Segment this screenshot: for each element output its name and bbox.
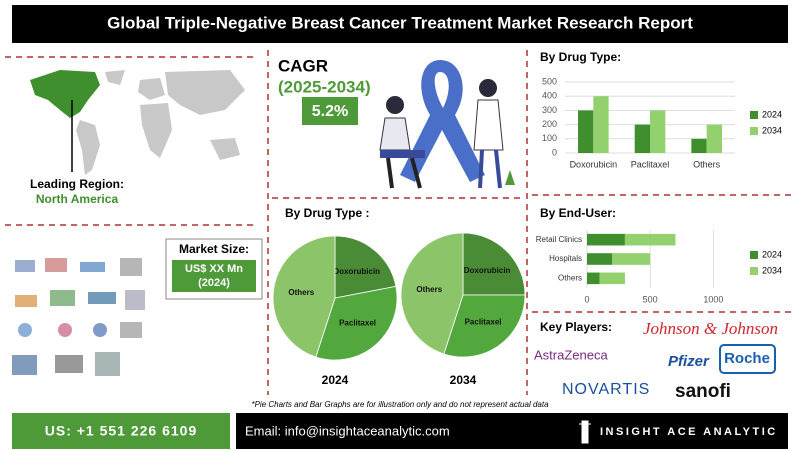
- cagr-value: 5.2%: [312, 103, 348, 120]
- bar: [624, 233, 676, 246]
- bar: [612, 253, 651, 265]
- x-tick-label: 500: [643, 294, 658, 304]
- y-tick-label: Others: [558, 273, 582, 282]
- x-tick-label: Doxorubicin: [570, 159, 618, 169]
- legend-swatch: [750, 267, 758, 275]
- y-tick-label: Hospitals: [549, 254, 582, 263]
- chart-title: By End-User:: [540, 206, 616, 220]
- header-bar: [12, 5, 788, 43]
- footer-phone-box: [12, 413, 230, 449]
- x-tick-label: Paclitaxel: [631, 159, 670, 169]
- header-title: Global Triple-Negative Breast Cancer Tre…: [107, 13, 693, 32]
- y-tick-label: 500: [542, 76, 557, 86]
- company-logo: Pfizer: [668, 353, 710, 370]
- legend-swatch: [750, 111, 758, 119]
- cagr-label: CAGR: [278, 56, 328, 75]
- bar: [599, 272, 625, 285]
- bar: [650, 110, 666, 153]
- ribbon-illustration: [379, 60, 515, 189]
- region-label: Leading Region:: [30, 177, 124, 191]
- bar: [634, 124, 650, 153]
- legend-label: 2024: [762, 109, 782, 119]
- market-size-year: (2024): [198, 277, 230, 289]
- footer-brand: INSIGHT ACE ANALYTIC: [600, 426, 778, 438]
- y-tick-label: Retail Clinics: [536, 235, 582, 244]
- footer-phone: US: +1 551 226 6109: [45, 423, 198, 439]
- pie-slice: [443, 294, 526, 358]
- slice-label: Others: [416, 285, 442, 294]
- slice-label: Doxorubicin: [333, 267, 380, 276]
- y-tick-label: 100: [542, 133, 557, 143]
- legend-swatch: [750, 251, 758, 259]
- brand-icon: [579, 420, 591, 444]
- market-size-fill: [172, 260, 256, 292]
- legend-label: 2034: [762, 265, 782, 275]
- y-tick-label: 0: [552, 147, 557, 157]
- chart-title: By Drug Type:: [540, 50, 621, 64]
- note: *Pie Charts and Bar Graphs are for illus…: [251, 400, 549, 409]
- market-size-label: Market Size:: [179, 242, 249, 256]
- world-map: [30, 70, 245, 175]
- bar: [587, 253, 613, 265]
- legend-label: 2024: [762, 249, 782, 259]
- cagr-box: [302, 97, 358, 125]
- bar: [691, 138, 707, 153]
- x-tick-label: Others: [693, 159, 721, 169]
- company-logo: NOVARTIS: [562, 381, 650, 398]
- pie-slice: [462, 232, 526, 296]
- pie-slice: [272, 235, 336, 358]
- chart-title: By Drug Type :: [285, 206, 369, 220]
- legend-label: 2034: [762, 125, 782, 135]
- medical-icons: [12, 258, 145, 376]
- region-value: North America: [36, 192, 119, 206]
- pie-slice: [315, 285, 398, 361]
- legend-swatch: [750, 127, 758, 135]
- market-size-value: US$ XX Mn: [185, 263, 243, 275]
- y-tick-label: 300: [542, 105, 557, 115]
- pie-slice: [334, 235, 397, 299]
- bar: [706, 124, 722, 153]
- x-tick-label: 1000: [703, 294, 723, 304]
- slice-label: Paclitaxel: [465, 318, 502, 327]
- y-tick-label: 200: [542, 119, 557, 129]
- pie-slice: [400, 232, 464, 355]
- key-players-label: Key Players:: [540, 320, 612, 334]
- y-tick-label: 400: [542, 91, 557, 101]
- company-logo: Johnson & Johnson: [643, 319, 778, 338]
- bar: [593, 96, 609, 153]
- cagr-period: (2025-2034): [278, 77, 371, 96]
- footer-bar: [236, 413, 788, 449]
- slice-label: Paclitaxel: [339, 319, 376, 328]
- company-logo: Roche: [724, 350, 770, 367]
- company-logo: AstraZeneca: [534, 347, 608, 362]
- company-logo: sanofi: [675, 381, 731, 402]
- bar: [587, 272, 600, 285]
- bar: [578, 110, 594, 153]
- pie-year: 2024: [322, 373, 349, 387]
- bar: [587, 233, 625, 246]
- footer-email: Email: info@insightaceanalytic.com: [245, 423, 450, 438]
- pie-year: 2034: [450, 373, 477, 387]
- roche-frame: [719, 344, 776, 374]
- slice-label: Doxorubicin: [464, 266, 511, 275]
- slice-label: Others: [288, 288, 314, 297]
- x-tick-label: 0: [584, 294, 589, 304]
